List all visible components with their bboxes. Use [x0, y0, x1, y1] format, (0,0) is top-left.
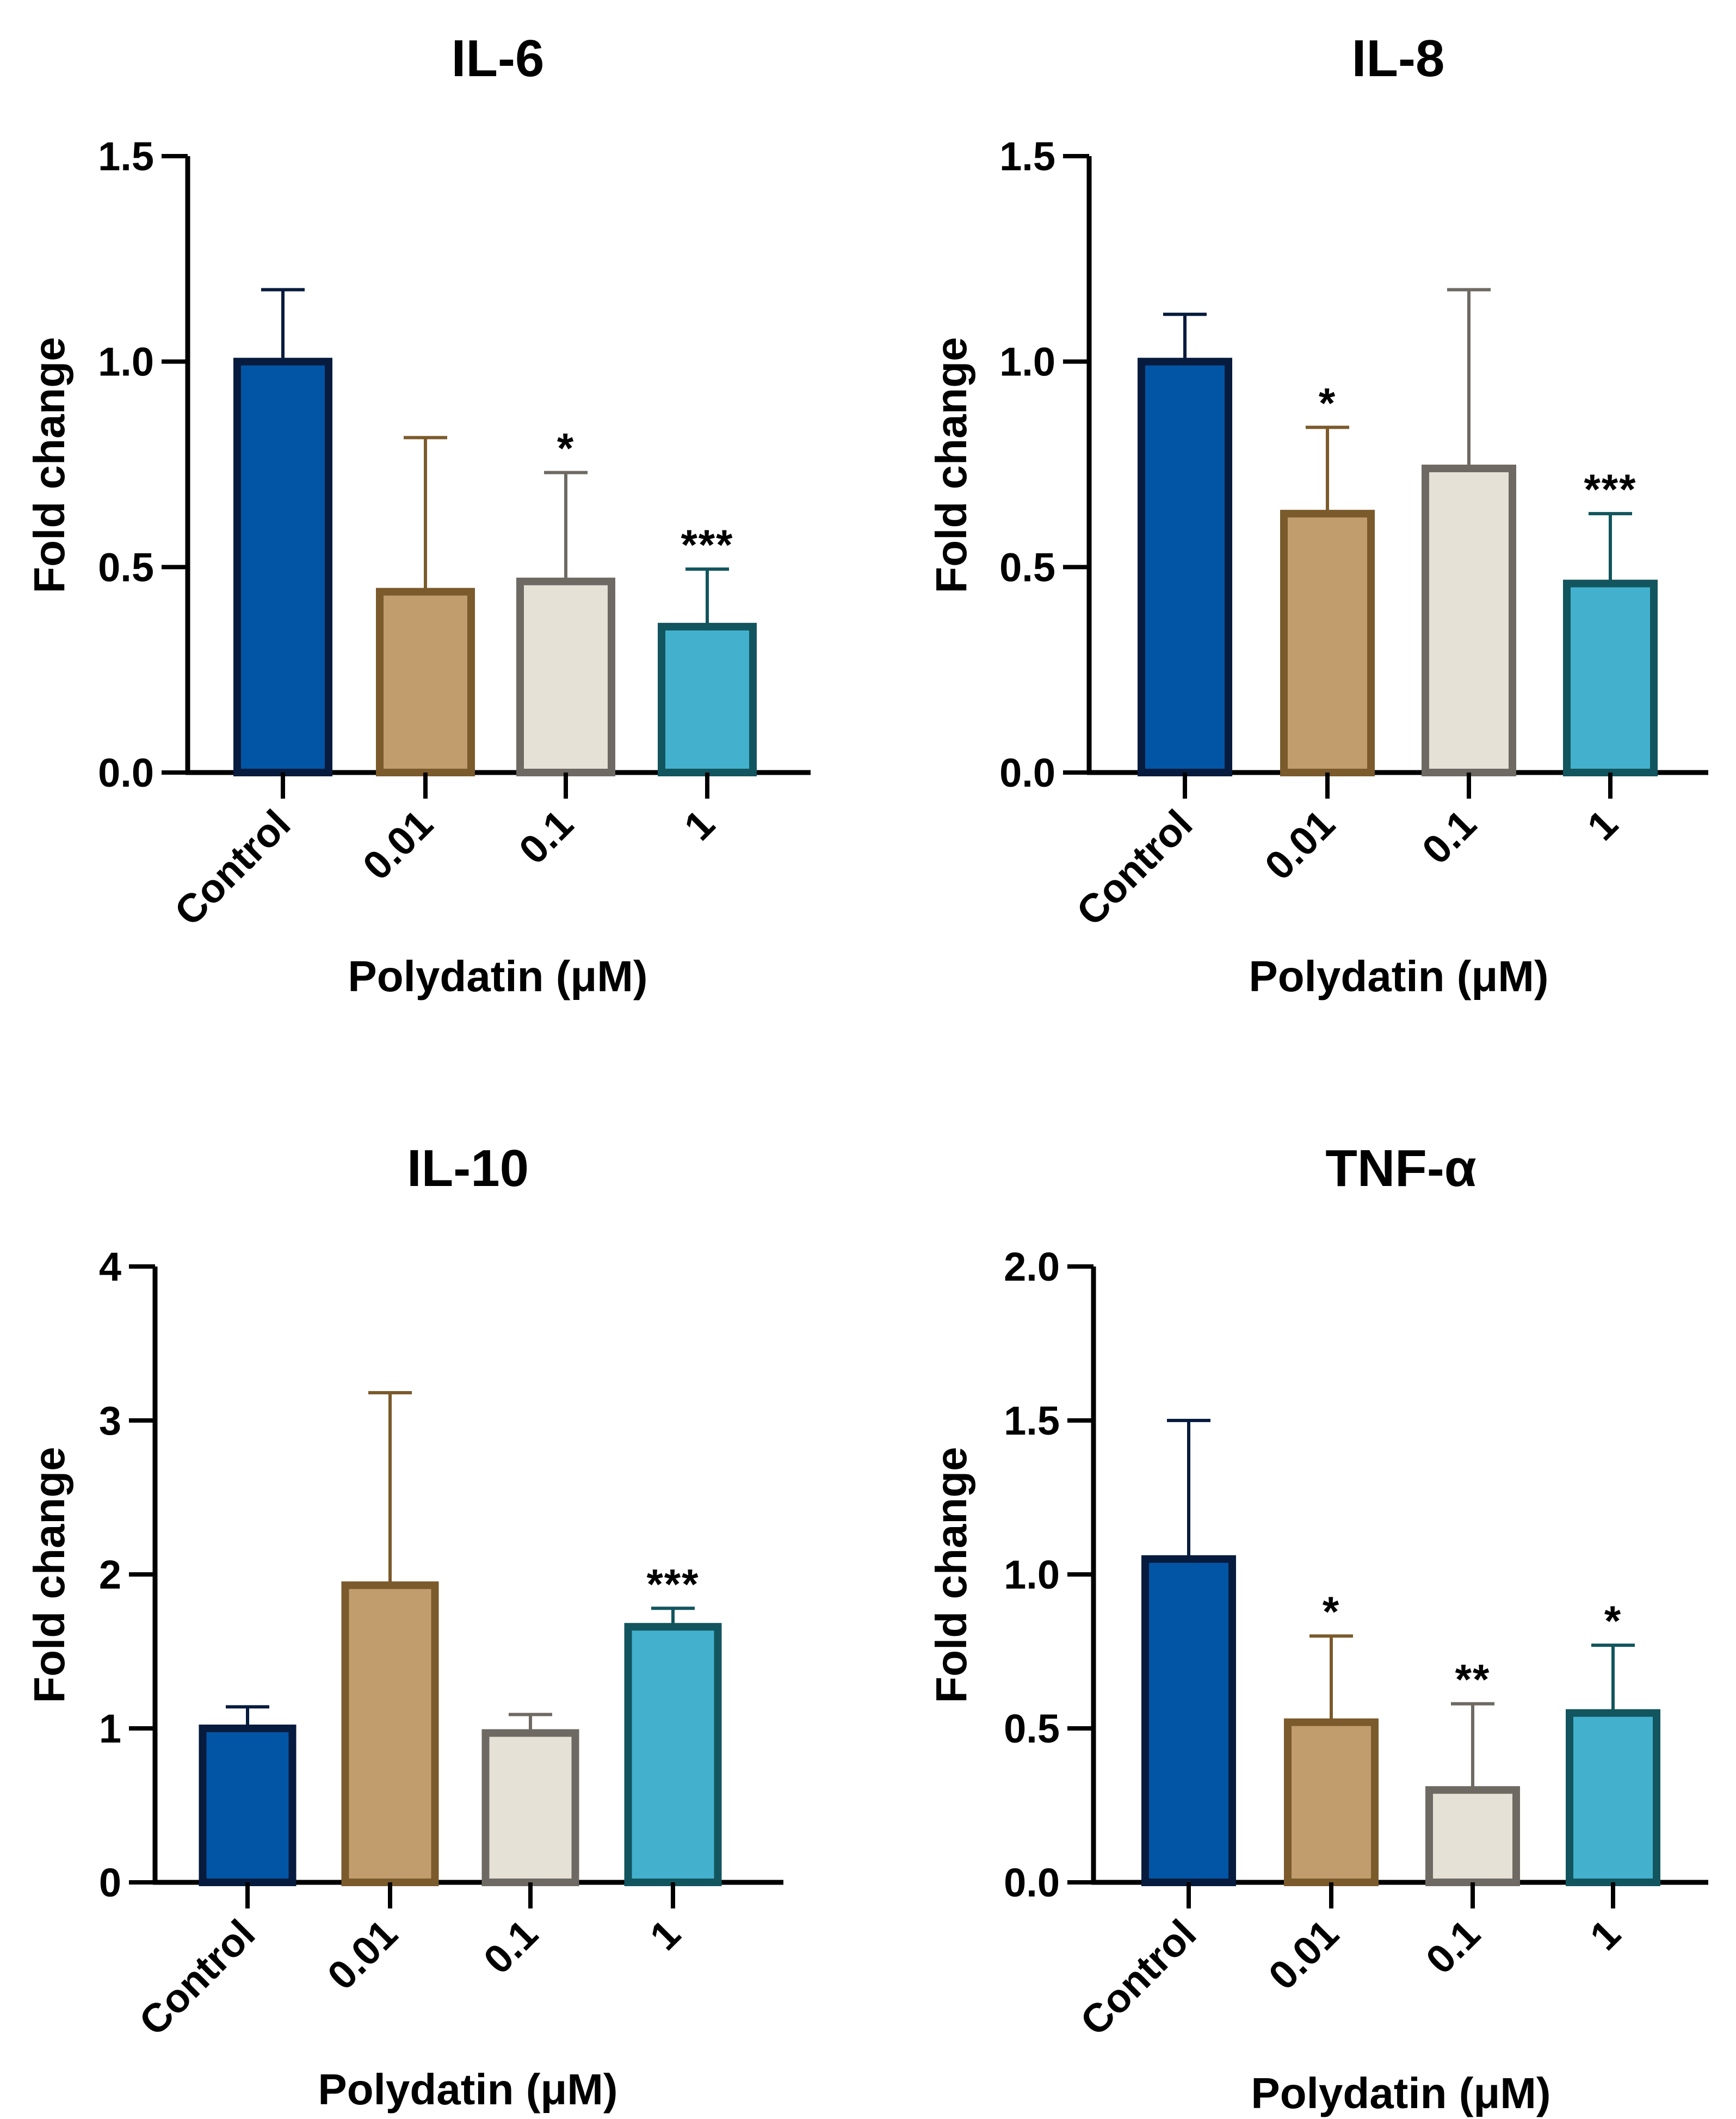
- bar-0_01: [376, 588, 475, 776]
- y-tick-label: 1: [99, 1706, 121, 1751]
- y-tick-label: 1.5: [98, 134, 154, 179]
- x-tick-label: 1: [676, 801, 724, 849]
- bar-0_1: [1422, 465, 1516, 776]
- significance-marker: ***: [681, 521, 733, 569]
- x-tick-label: 0.01: [1260, 1911, 1348, 1999]
- significance-marker: *: [557, 424, 574, 472]
- y-axis-label: Fold change: [927, 1447, 975, 1703]
- bar-0_01: [1280, 510, 1375, 776]
- bar-0_1: [481, 1729, 579, 1886]
- significance-marker: ***: [1584, 465, 1636, 513]
- y-tick-label: 1.0: [999, 339, 1055, 385]
- bar-1: [1566, 1709, 1660, 1886]
- x-tick-label: 0.01: [1256, 801, 1344, 889]
- bar-1: [658, 622, 757, 777]
- chart-title: TNF-α: [1325, 1139, 1476, 1197]
- y-axis-label: Fold change: [25, 337, 73, 593]
- bar-0_01: [1284, 1718, 1379, 1886]
- y-tick-label: 3: [99, 1398, 121, 1443]
- significance-marker: *: [1323, 1587, 1340, 1635]
- y-tick-label: 4: [99, 1244, 121, 1289]
- bar-0_1: [516, 577, 615, 777]
- bar-Control: [1138, 357, 1232, 776]
- bar-1: [624, 1623, 722, 1886]
- y-tick-label: 1.5: [999, 134, 1055, 179]
- x-tick-label: Control: [131, 1911, 264, 2044]
- bar-Control: [199, 1725, 296, 1886]
- chart-title: IL-6: [452, 29, 545, 88]
- x-tick-label: 1: [1579, 801, 1627, 849]
- x-tick-label: 1: [1581, 1911, 1629, 1959]
- bar-0_1: [1425, 1786, 1520, 1886]
- chart-title: IL-10: [407, 1139, 529, 1197]
- y-tick-label: 0.0: [1004, 1860, 1060, 1905]
- chart-title: IL-8: [1352, 29, 1445, 88]
- x-tick-label: Control: [1072, 1911, 1205, 2044]
- x-tick-label: 0.1: [475, 1911, 546, 1982]
- bar-0_01: [341, 1581, 439, 1887]
- y-tick-label: 0.0: [999, 750, 1055, 795]
- x-tick-label: Control: [166, 801, 299, 935]
- y-tick-label: 0: [99, 1860, 121, 1905]
- y-tick-label: 0.5: [999, 545, 1055, 590]
- x-tick-label: 0.1: [1413, 801, 1485, 873]
- x-tick-label: Control: [1068, 801, 1201, 935]
- y-tick-label: 2: [99, 1552, 121, 1597]
- y-tick-label: 2.0: [1004, 1244, 1060, 1289]
- y-tick-label: 1.0: [98, 339, 154, 385]
- x-tick-label: 0.1: [510, 801, 582, 873]
- x-tick-label: 0.01: [354, 801, 442, 889]
- significance-marker: *: [1319, 379, 1336, 427]
- significance-marker: *: [1604, 1597, 1622, 1645]
- y-tick-label: 0.0: [98, 750, 154, 795]
- significance-marker: ***: [646, 1560, 699, 1608]
- x-tick-label: 0.1: [1417, 1911, 1488, 1982]
- significance-marker: **: [1455, 1655, 1491, 1703]
- bar-1: [1563, 579, 1658, 776]
- y-tick-label: 1.0: [1004, 1552, 1060, 1597]
- x-tick-label: 0.01: [319, 1911, 406, 1999]
- y-tick-label: 1.5: [1004, 1398, 1060, 1443]
- y-axis-label: Fold change: [25, 1447, 73, 1703]
- x-axis-label: Polydatin (μM): [318, 2065, 617, 2114]
- y-tick-label: 0.5: [98, 545, 154, 590]
- bar-Control: [233, 357, 332, 776]
- y-tick-label: 0.5: [1004, 1706, 1060, 1751]
- x-axis-label: Polydatin (μM): [1249, 952, 1548, 1000]
- bar-Control: [1141, 1555, 1236, 1886]
- x-tick-label: 1: [641, 1911, 689, 1959]
- x-axis-label: Polydatin (μM): [1251, 2069, 1550, 2117]
- y-axis-label: Fold change: [927, 337, 975, 593]
- x-axis-label: Polydatin (μM): [348, 952, 647, 1000]
